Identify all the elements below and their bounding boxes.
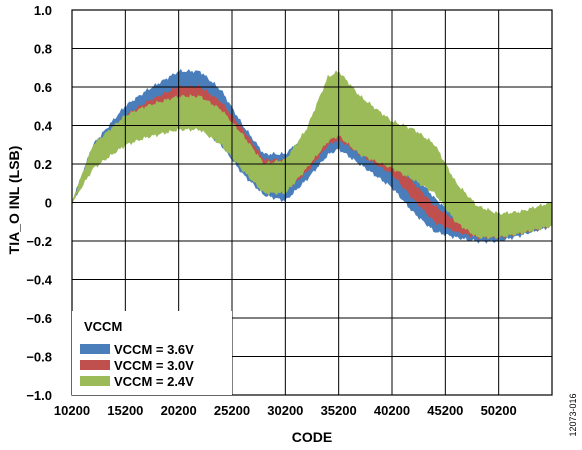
x-tick-label: 50200 bbox=[481, 403, 517, 418]
x-tick-label: 35200 bbox=[321, 403, 357, 418]
tick-labels: 1.0 0.8 0.6 0.4 0.2 0 −0.2 −0.4 −0.6 −0.8 −1.01020… bbox=[26, 3, 516, 418]
series-layer bbox=[71, 68, 553, 244]
y-tick-label: −1.0 bbox=[26, 388, 52, 403]
legend-entry: VCCM = 2.4V bbox=[114, 374, 194, 389]
x-tick-label: 20200 bbox=[161, 403, 197, 418]
legend-entry: VCCM = 3.6V bbox=[114, 342, 194, 357]
legend-swatch bbox=[80, 344, 110, 354]
x-axis-title: CODE bbox=[292, 429, 332, 445]
legend-title: VCCM bbox=[84, 319, 122, 334]
legend-entry: VCCM = 3.0V bbox=[114, 358, 194, 373]
legend-swatch bbox=[80, 376, 110, 386]
y-tick-label: 1.0 bbox=[34, 3, 52, 18]
y-tick-label: −0.4 bbox=[26, 273, 52, 288]
y-tick-label: 0.4 bbox=[34, 119, 53, 134]
x-tick-label: 25200 bbox=[214, 403, 250, 418]
y-tick-label: 0 bbox=[45, 196, 52, 211]
x-tick-label: 10200 bbox=[54, 403, 90, 418]
y-tick-label: 0.2 bbox=[34, 157, 52, 172]
y-tick-label: −0.8 bbox=[26, 350, 52, 365]
y-tick-label: 0.8 bbox=[34, 42, 52, 57]
x-tick-label: 30200 bbox=[267, 403, 303, 418]
figure-id: 12073-016 bbox=[568, 393, 578, 436]
x-tick-label: 15200 bbox=[107, 403, 143, 418]
y-tick-label: −0.2 bbox=[26, 234, 52, 249]
legend-swatch bbox=[80, 360, 110, 370]
x-tick-label: 45200 bbox=[427, 403, 463, 418]
y-tick-label: 0.6 bbox=[34, 80, 52, 95]
plot-frame bbox=[71, 9, 553, 396]
grid-layer bbox=[71, 9, 553, 396]
y-axis-title: TIA_O INL (LSB) bbox=[6, 146, 22, 255]
y-tick-label: −0.6 bbox=[26, 311, 52, 326]
x-tick-label: 40200 bbox=[374, 403, 410, 418]
